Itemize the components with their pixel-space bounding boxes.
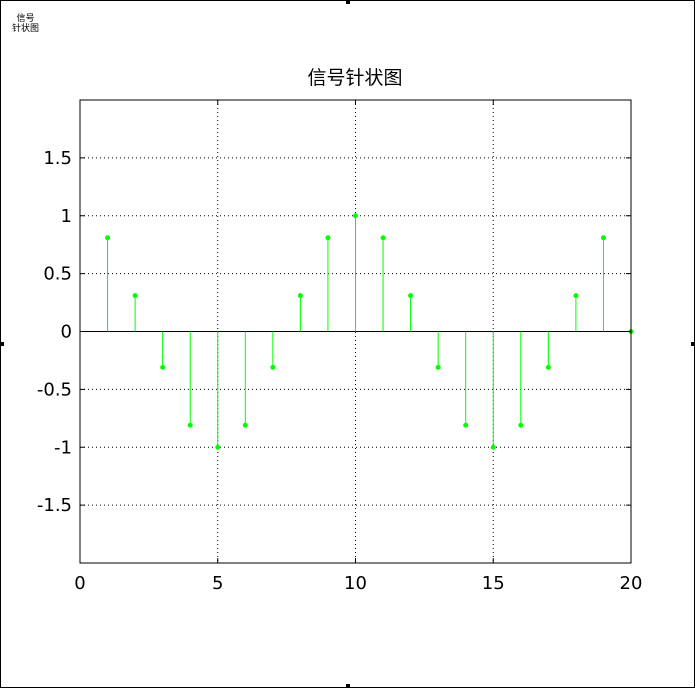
- stem-marker: [600, 235, 606, 241]
- stem-marker: [490, 444, 496, 450]
- resize-handle-top[interactable]: [346, 0, 350, 4]
- plot-area-border: [79, 99, 632, 564]
- y-tick-label: -1.5: [37, 495, 72, 516]
- x-tick-label: 10: [344, 573, 367, 594]
- x-tick-label: 5: [212, 573, 223, 594]
- stem-marker: [160, 364, 166, 370]
- stem-marker: [105, 235, 111, 241]
- stem-marker: [545, 364, 551, 370]
- figure-caption-line1: 信号: [16, 14, 35, 24]
- stem-marker: [408, 293, 414, 299]
- y-tick-label: -1: [54, 437, 72, 458]
- axis-ticks: 0 5 10 15 20 -1.5 -1 -0.5 0 0.5 1 1.5: [37, 100, 643, 594]
- chart-title: 信号针状图: [307, 67, 402, 89]
- stem-marker: [297, 293, 303, 299]
- y-tick-label: 0.5: [43, 264, 72, 285]
- y-tick-label: -0.5: [37, 379, 72, 400]
- stem-marker: [242, 422, 248, 428]
- y-tick-label: 1: [61, 206, 72, 227]
- stem-marker: [435, 364, 441, 370]
- y-tick-label: 1.5: [43, 148, 72, 169]
- stem-marker: [380, 235, 386, 241]
- stem-marker: [215, 444, 221, 450]
- stem-marker: [518, 422, 524, 428]
- y-tick-label: 0: [61, 322, 72, 343]
- x-tick-label: 20: [620, 573, 643, 594]
- figure-caption-line2: 针状图: [12, 24, 40, 34]
- stem-marker: [270, 364, 276, 370]
- x-tick-label: 15: [482, 573, 505, 594]
- x-tick-label: 0: [74, 573, 85, 594]
- stem-marker: [132, 293, 138, 299]
- figure-caption: 信号 针状图: [12, 14, 39, 34]
- stem-marker: [463, 422, 469, 428]
- stem-marker: [353, 213, 358, 219]
- resize-handle-left[interactable]: [0, 342, 4, 346]
- stem-marker: [325, 235, 331, 241]
- stem-marker: [573, 293, 579, 299]
- stem-series: [80, 213, 634, 450]
- resize-handle-right[interactable]: [691, 342, 695, 346]
- stem-marker: [187, 422, 193, 428]
- resize-handle-bottom[interactable]: [346, 684, 350, 688]
